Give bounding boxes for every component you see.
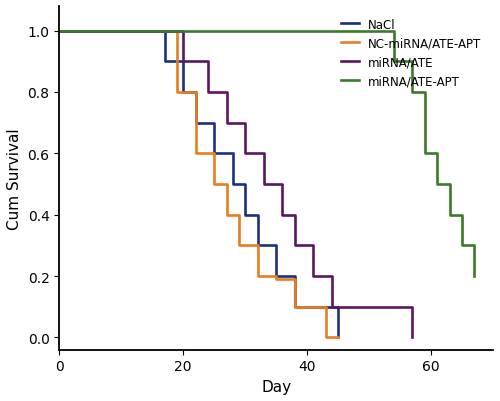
- Legend: NaCl, NC-miRNA/ATE-APT, miRNA/ATE, miRNA/ATE-APT: NaCl, NC-miRNA/ATE-APT, miRNA/ATE, miRNA…: [335, 13, 487, 94]
- miRNA/ATE-APT: [472, 274, 478, 279]
- NC-miRNA/ATE-APT: [254, 243, 260, 248]
- miRNA/ATE: [242, 121, 248, 126]
- NC-miRNA/ATE-APT: [273, 274, 279, 279]
- miRNA/ATE: [397, 305, 403, 310]
- NaCl: [292, 274, 298, 279]
- NaCl: [211, 152, 217, 156]
- NaCl: [273, 243, 279, 248]
- NaCl: [56, 29, 62, 34]
- miRNA/ATE: [260, 182, 266, 187]
- NaCl: [292, 305, 298, 310]
- miRNA/ATE: [397, 305, 403, 310]
- NC-miRNA/ATE-APT: [292, 305, 298, 310]
- NaCl: [180, 90, 186, 95]
- miRNA/ATE: [56, 29, 62, 34]
- miRNA/ATE-APT: [459, 213, 465, 218]
- miRNA/ATE: [280, 182, 285, 187]
- NC-miRNA/ATE-APT: [335, 335, 341, 340]
- NC-miRNA/ATE-APT: [174, 29, 180, 34]
- X-axis label: Day: Day: [261, 379, 291, 394]
- NaCl: [192, 90, 198, 95]
- miRNA/ATE: [348, 305, 354, 310]
- NC-miRNA/ATE-APT: [292, 277, 298, 282]
- miRNA/ATE: [366, 305, 372, 310]
- Line: miRNA/ATE: miRNA/ATE: [59, 31, 412, 338]
- NC-miRNA/ATE-APT: [211, 182, 217, 187]
- miRNA/ATE-APT: [180, 29, 186, 34]
- miRNA/ATE: [292, 243, 298, 248]
- NC-miRNA/ATE-APT: [236, 243, 242, 248]
- NC-miRNA/ATE-APT: [254, 274, 260, 279]
- miRNA/ATE: [410, 335, 416, 340]
- miRNA/ATE-APT: [391, 29, 397, 34]
- miRNA/ATE: [242, 152, 248, 156]
- miRNA/ATE: [292, 213, 298, 218]
- miRNA/ATE-APT: [180, 29, 186, 34]
- miRNA/ATE-APT: [391, 60, 397, 65]
- NC-miRNA/ATE-APT: [304, 305, 310, 310]
- miRNA/ATE-APT: [422, 90, 428, 95]
- miRNA/ATE: [310, 274, 316, 279]
- NaCl: [254, 213, 260, 218]
- NC-miRNA/ATE-APT: [211, 152, 217, 156]
- NC-miRNA/ATE-APT: [56, 29, 62, 34]
- NC-miRNA/ATE-APT: [335, 335, 341, 340]
- NC-miRNA/ATE-APT: [224, 182, 230, 187]
- miRNA/ATE: [224, 90, 230, 95]
- miRNA/ATE: [348, 305, 354, 310]
- miRNA/ATE: [180, 60, 186, 65]
- NaCl: [230, 152, 236, 156]
- NaCl: [273, 274, 279, 279]
- NC-miRNA/ATE-APT: [192, 152, 198, 156]
- miRNA/ATE-APT: [434, 182, 440, 187]
- miRNA/ATE-APT: [434, 152, 440, 156]
- miRNA/ATE-APT: [446, 213, 452, 218]
- NaCl: [162, 60, 168, 65]
- miRNA/ATE: [310, 243, 316, 248]
- miRNA/ATE: [280, 213, 285, 218]
- NaCl: [211, 121, 217, 126]
- miRNA/ATE-APT: [56, 29, 62, 34]
- NC-miRNA/ATE-APT: [322, 335, 328, 340]
- miRNA/ATE-APT: [410, 60, 416, 65]
- Y-axis label: Cum Survival: Cum Survival: [7, 128, 22, 229]
- NC-miRNA/ATE-APT: [304, 305, 310, 310]
- NaCl: [322, 305, 328, 310]
- NaCl: [192, 121, 198, 126]
- miRNA/ATE: [260, 152, 266, 156]
- miRNA/ATE: [205, 60, 211, 65]
- miRNA/ATE: [366, 305, 372, 310]
- NC-miRNA/ATE-APT: [174, 90, 180, 95]
- NaCl: [322, 305, 328, 310]
- NC-miRNA/ATE-APT: [322, 305, 328, 310]
- miRNA/ATE-APT: [422, 152, 428, 156]
- NaCl: [230, 182, 236, 187]
- NaCl: [335, 305, 341, 310]
- NC-miRNA/ATE-APT: [273, 277, 279, 282]
- miRNA/ATE-APT: [459, 243, 465, 248]
- Line: miRNA/ATE-APT: miRNA/ATE-APT: [59, 31, 474, 276]
- miRNA/ATE-APT: [472, 243, 478, 248]
- NaCl: [242, 182, 248, 187]
- NC-miRNA/ATE-APT: [192, 90, 198, 95]
- NaCl: [335, 335, 341, 340]
- miRNA/ATE-APT: [446, 182, 452, 187]
- miRNA/ATE-APT: [410, 90, 416, 95]
- miRNA/ATE: [224, 121, 230, 126]
- miRNA/ATE: [410, 305, 416, 310]
- Line: NaCl: NaCl: [59, 31, 338, 338]
- Line: NC-miRNA/ATE-APT: NC-miRNA/ATE-APT: [59, 31, 338, 338]
- NaCl: [162, 29, 168, 34]
- NC-miRNA/ATE-APT: [236, 213, 242, 218]
- NaCl: [254, 243, 260, 248]
- NaCl: [180, 60, 186, 65]
- NaCl: [242, 213, 248, 218]
- miRNA/ATE: [180, 29, 186, 34]
- miRNA/ATE: [205, 90, 211, 95]
- miRNA/ATE: [329, 305, 335, 310]
- NC-miRNA/ATE-APT: [224, 213, 230, 218]
- miRNA/ATE: [329, 274, 335, 279]
